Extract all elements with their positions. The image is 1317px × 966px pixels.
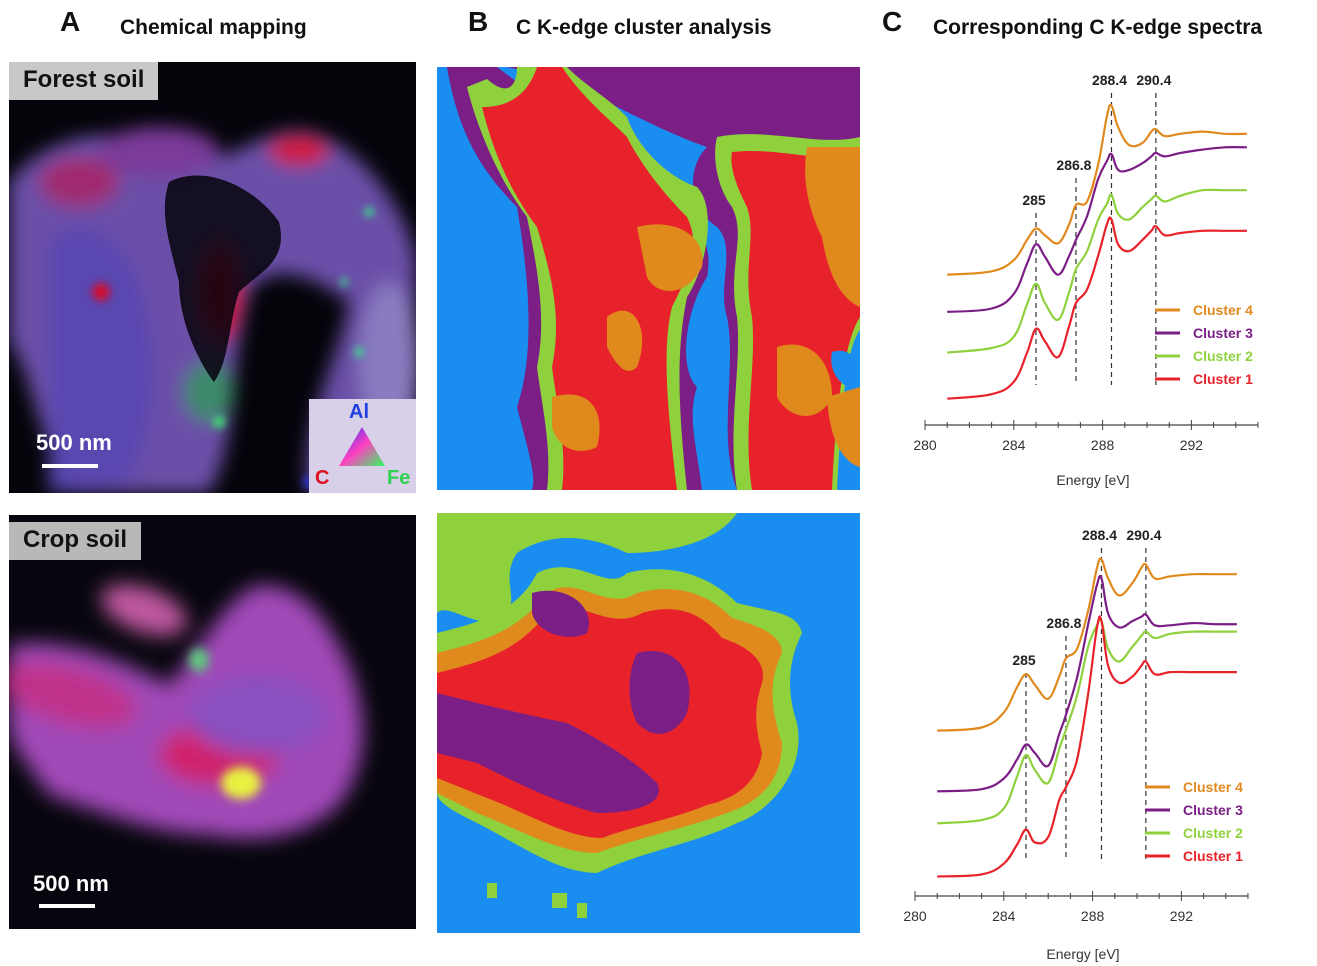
series-line-cluster-2 xyxy=(947,188,1247,354)
forest-peak-labels: 285 286.8 288.4 290.4 xyxy=(1022,72,1171,208)
ternary-c-label: C xyxy=(315,467,330,489)
x-tick-label: 284 xyxy=(992,908,1016,924)
x-tick-label: 292 xyxy=(1170,908,1194,924)
forest-cluster-map xyxy=(437,67,860,490)
legend-label: Cluster 4 xyxy=(1193,302,1253,318)
crop-soil-label: Crop soil xyxy=(9,522,142,560)
peak-label: 286.8 xyxy=(1046,615,1081,631)
peak-label: 288.4 xyxy=(1082,527,1117,543)
panel-c-title: Corresponding C K-edge spectra xyxy=(933,16,1263,39)
crop-cluster-map xyxy=(437,513,860,933)
forest-scale-bar xyxy=(42,464,98,468)
forest-x-axis-label: Energy [eV] xyxy=(1056,472,1129,488)
forest-chemical-map: Forest soil 500 nm Al C Fe xyxy=(9,62,416,493)
panel-b-title: C K-edge cluster analysis xyxy=(516,16,772,39)
series-line-cluster-4 xyxy=(947,103,1247,276)
legend-label: Cluster 1 xyxy=(1183,848,1243,864)
forest-spectra-lines xyxy=(947,103,1247,400)
forest-soil-label: Forest soil xyxy=(9,62,159,100)
panel-a-letter: A xyxy=(60,6,81,37)
crop-spectra-chart: 280 284 288 292 285 286.8 288.4 290.4 Cluster … xyxy=(903,527,1249,962)
legend-label: Cluster 4 xyxy=(1183,779,1243,795)
x-tick-label: 292 xyxy=(1180,437,1204,453)
forest-spectra-chart: 280 284 288 292 285 286.8 288.4 290.4 Cluster … xyxy=(913,72,1259,488)
legend-label: Cluster 2 xyxy=(1193,348,1253,364)
series-line-cluster-3 xyxy=(937,574,1237,793)
forest-x-axis: 280 284 288 292 xyxy=(913,420,1259,453)
x-tick-label: 284 xyxy=(1002,437,1026,453)
x-tick-label: 280 xyxy=(903,908,927,924)
legend-label: Cluster 3 xyxy=(1193,325,1253,341)
peak-label: 285 xyxy=(1012,652,1036,668)
ternary-color-key: Al C Fe xyxy=(309,399,416,493)
crop-legend: Cluster 4 Cluster 3 Cluster 2 Cluster 1 xyxy=(1145,779,1243,864)
peak-label: 290.4 xyxy=(1136,72,1171,88)
series-line-cluster-4 xyxy=(937,557,1237,732)
peak-label: 286.8 xyxy=(1056,157,1091,173)
peak-label: 285 xyxy=(1022,192,1046,208)
crop-spectra-lines xyxy=(937,557,1237,878)
ternary-al-label: Al xyxy=(349,401,369,423)
forest-cluster-map-image xyxy=(437,67,860,490)
series-line-cluster-1 xyxy=(937,615,1237,878)
legend-label: Cluster 1 xyxy=(1193,371,1253,387)
series-line-cluster-1 xyxy=(947,216,1247,400)
x-tick-label: 280 xyxy=(913,437,937,453)
x-tick-label: 288 xyxy=(1081,908,1105,924)
legend-label: Cluster 2 xyxy=(1183,825,1243,841)
crop-cluster-map-image xyxy=(437,513,860,933)
ternary-fe-label: Fe xyxy=(387,467,411,489)
forest-legend: Cluster 4 Cluster 3 Cluster 2 Cluster 1 xyxy=(1155,302,1253,387)
crop-x-axis-label: Energy [eV] xyxy=(1046,946,1119,962)
crop-scale-bar xyxy=(39,904,95,908)
peak-label: 288.4 xyxy=(1092,72,1127,88)
legend-label: Cluster 3 xyxy=(1183,802,1243,818)
panel-b-letter: B xyxy=(468,6,489,37)
forest-scale-text: 500 nm xyxy=(36,430,112,455)
crop-scale-text: 500 nm xyxy=(33,871,109,896)
crop-x-axis: 280 284 288 292 xyxy=(903,891,1249,924)
peak-label: 290.4 xyxy=(1126,527,1161,543)
crop-peak-labels: 285 286.8 288.4 290.4 xyxy=(1012,527,1161,668)
crop-chemical-map-image xyxy=(9,515,416,929)
panel-c-letter: C xyxy=(882,6,903,37)
ternary-triangle-icon xyxy=(339,427,385,466)
crop-chemical-map: Crop soil 500 nm xyxy=(9,515,416,929)
x-tick-label: 288 xyxy=(1091,437,1115,453)
forest-peak-guides xyxy=(1035,93,1157,385)
series-line-cluster-3 xyxy=(947,146,1247,313)
panel-a-title: Chemical mapping xyxy=(120,16,307,39)
